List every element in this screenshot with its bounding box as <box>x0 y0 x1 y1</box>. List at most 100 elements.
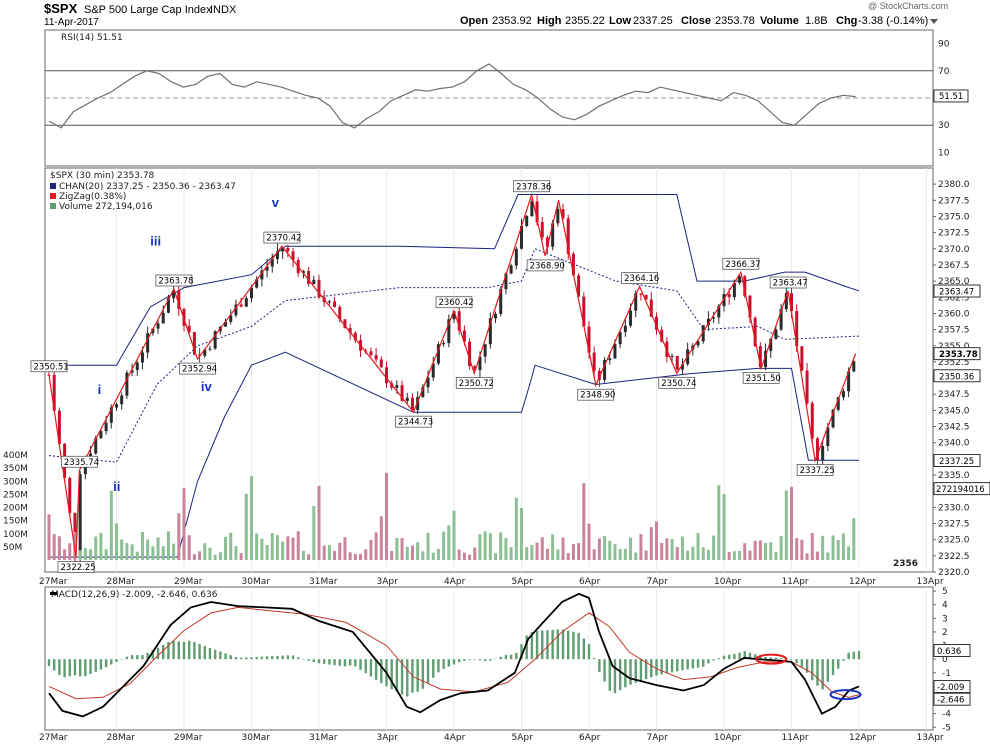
volume-bar <box>836 540 840 560</box>
price-y-tick: 2322.5 <box>938 552 970 562</box>
volume-bar <box>784 490 788 560</box>
volume-bar <box>545 548 549 560</box>
macd-histogram-bar <box>774 657 778 660</box>
macd-histogram-bar <box>587 644 591 660</box>
macd-histogram-bar <box>395 659 399 692</box>
candle-body <box>748 295 752 318</box>
macd-value-box <box>933 692 971 706</box>
volume-bar <box>462 552 466 560</box>
volume-bar <box>712 535 716 560</box>
macd-x-tick: 31Mar <box>309 733 338 743</box>
candle-body <box>613 344 617 359</box>
candle-body <box>764 350 768 368</box>
macd-y-tick: -5 <box>942 723 951 733</box>
volume-bar <box>275 535 279 560</box>
macd-histogram-bar <box>556 629 560 660</box>
volume-bar <box>187 535 191 560</box>
ticker-symbol: $SPX <box>44 1 78 16</box>
zigzag-label-box <box>513 180 550 193</box>
macd-value-box <box>933 644 971 658</box>
price-y-tick: 2327.5 <box>938 520 970 530</box>
price-y-tick: 2335.0 <box>938 471 970 481</box>
volume-bar <box>229 532 233 560</box>
macd-histogram-bar <box>681 659 684 671</box>
macd-histogram-bar <box>603 659 606 682</box>
candle-body <box>462 330 466 342</box>
price-x-tick: 3Apr <box>377 577 399 587</box>
volume-bar <box>338 542 342 560</box>
candle-body <box>561 209 565 219</box>
macd-histogram-bar <box>546 630 549 660</box>
macd-x-tick: 7Apr <box>647 733 669 743</box>
zigzag-label-box <box>658 376 696 389</box>
macd-histogram-bar <box>177 641 181 660</box>
volume-bar <box>504 538 508 560</box>
axis-value-label: 2350.36 <box>939 372 974 382</box>
macd-x-tick: 29Mar <box>174 733 203 743</box>
volume-bar <box>530 545 534 560</box>
macd-histogram-bar <box>821 659 824 690</box>
volume-bar <box>208 547 212 560</box>
candle-body <box>556 209 560 224</box>
volume-bar <box>125 543 129 560</box>
macd-histogram-bar <box>515 652 518 660</box>
dropdown-arrow-icon[interactable] <box>930 19 938 24</box>
volume-bar <box>161 546 165 560</box>
macd-y-tick: 4 <box>942 601 948 611</box>
zigzag-label: 2350.51 <box>34 362 69 372</box>
zigzag-label-box <box>435 296 473 309</box>
volume-bar <box>63 549 67 560</box>
macd-histogram-bar <box>561 629 565 660</box>
macd-histogram-bar <box>84 659 87 677</box>
wave-label: i <box>98 382 102 397</box>
macd-x-tick: 12Apr <box>849 733 876 743</box>
volume-bar <box>790 486 793 560</box>
candle-body <box>738 276 742 283</box>
macd-histogram-bar <box>302 659 305 660</box>
candle-body <box>353 332 357 341</box>
chg-label: Chg <box>836 15 857 27</box>
candle-body <box>78 474 82 556</box>
candle-body <box>120 395 124 405</box>
macd-histogram-bar <box>47 659 51 666</box>
candle-body <box>275 251 279 259</box>
macd-y-tick: 0 <box>942 655 948 665</box>
macd-histogram-bar <box>115 659 118 662</box>
macd-histogram-bar <box>203 645 206 660</box>
zigzag-label: 2322.25 <box>61 563 96 573</box>
macd-value-label: -2.009 <box>937 683 964 693</box>
watermark: @ StockCharts.com <box>868 1 948 11</box>
macd-histogram-bar <box>234 657 238 660</box>
volume-bar <box>353 553 357 560</box>
candle-body <box>270 258 274 267</box>
macd-histogram-bar <box>837 659 840 669</box>
price-x-tick: 6Apr <box>579 577 601 587</box>
macd-x-tick: 4Apr <box>444 733 466 743</box>
volume-bar <box>400 538 404 560</box>
candle-body <box>442 343 446 345</box>
volume-bar <box>405 546 409 560</box>
macd-histogram-bar <box>509 654 513 660</box>
price-y-tick: 2357.5 <box>938 326 970 336</box>
macd-histogram-bar <box>530 632 534 660</box>
macd-histogram-bar <box>58 659 61 675</box>
candle-body <box>457 311 461 331</box>
volume-bar <box>89 549 93 560</box>
wave-label: iv <box>201 379 213 394</box>
volume-bar <box>301 550 305 560</box>
volume-bar <box>571 544 575 560</box>
macd-histogram-bar <box>172 641 175 660</box>
macd-histogram-bar <box>463 659 466 661</box>
price-x-tick: 7Apr <box>647 577 669 587</box>
candle-body <box>369 351 373 356</box>
macd-histogram-bar <box>795 659 798 664</box>
volume-bar <box>722 494 726 560</box>
legend-swatch <box>50 183 56 189</box>
macd-histogram-bar <box>686 659 689 670</box>
candle-body <box>530 201 534 217</box>
price-y-tick: 2320.0 <box>938 568 970 578</box>
candle-body <box>68 477 72 513</box>
macd-histogram-bar <box>707 659 710 664</box>
candle-body <box>177 290 181 309</box>
